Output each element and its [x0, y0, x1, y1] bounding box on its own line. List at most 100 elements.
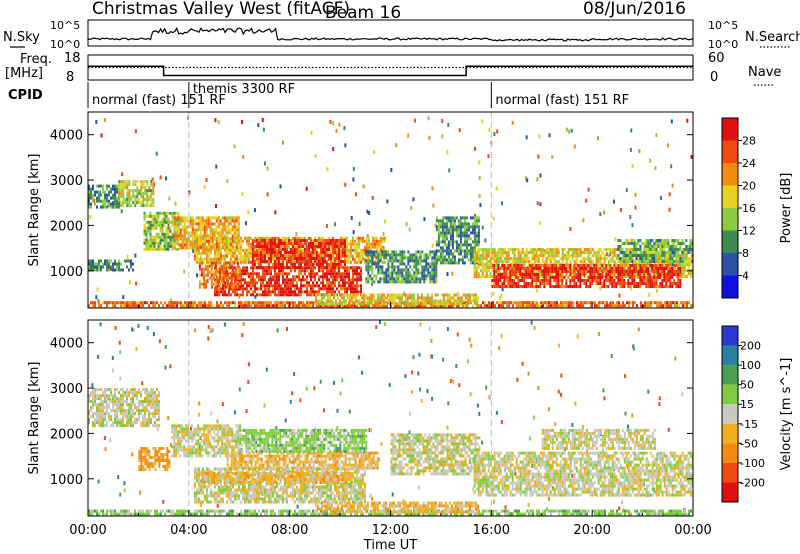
- power-cell: [473, 234, 476, 238]
- power-cell: [625, 260, 628, 264]
- power-cell: [438, 299, 441, 303]
- power-cell: [280, 290, 282, 294]
- power-cell: [306, 281, 308, 285]
- power-cell: [323, 245, 326, 248]
- power-cell: [475, 216, 478, 220]
- power-cell: [302, 278, 304, 282]
- power-cell: [280, 266, 282, 270]
- power-cell: [587, 266, 590, 270]
- power-cell: [193, 222, 196, 226]
- power-cell: [579, 248, 582, 252]
- power-cell: [246, 266, 248, 270]
- power-point: [269, 275, 272, 280]
- power-cell: [276, 301, 278, 305]
- power-cell: [413, 256, 416, 260]
- power-cell: [503, 260, 506, 264]
- power-cell: [183, 228, 186, 232]
- power-cell: [451, 231, 454, 235]
- power-cell: [445, 222, 448, 226]
- power-cell: [350, 293, 353, 297]
- power-cell: [347, 257, 350, 261]
- power-cell: [312, 301, 314, 305]
- power-cell: [142, 198, 145, 202]
- power-cell: [184, 301, 186, 305]
- power-point: [373, 150, 376, 155]
- power-cell: [281, 239, 284, 243]
- power-cell: [246, 284, 248, 288]
- power-cell: [275, 251, 278, 255]
- power-cell: [232, 276, 235, 280]
- power-cell: [375, 250, 378, 254]
- power-cell: [352, 266, 354, 270]
- power-cell: [134, 189, 137, 193]
- power-point: [122, 295, 125, 300]
- power-cell: [349, 251, 352, 255]
- power-cell: [237, 225, 240, 229]
- power-cell: [167, 232, 170, 236]
- power-cell: [255, 242, 258, 245]
- power-point: [569, 227, 572, 232]
- power-cell: [193, 248, 196, 252]
- power-cell: [469, 237, 472, 241]
- power-cell: [312, 275, 314, 279]
- power-cell: [189, 216, 192, 220]
- power-cell: [518, 304, 520, 308]
- power-cell: [497, 269, 500, 273]
- power-cell: [143, 214, 146, 218]
- power-cell: [504, 301, 506, 305]
- power-cell: [420, 293, 423, 297]
- power-cell: [452, 304, 454, 308]
- power-cell: [467, 252, 470, 256]
- power-cell: [236, 293, 238, 297]
- power-cell: [298, 272, 300, 276]
- power-cell: [469, 252, 472, 256]
- power-cell: [446, 293, 449, 297]
- power-cell: [279, 251, 282, 254]
- power-cell: [175, 234, 178, 238]
- power-cell: [98, 304, 100, 308]
- power-cell: [439, 222, 442, 226]
- power-cell: [186, 304, 188, 308]
- power-cell: [198, 285, 201, 289]
- power-cell: [439, 234, 442, 238]
- power-cell: [279, 257, 282, 260]
- power-cell: [254, 281, 256, 285]
- power-cell: [401, 277, 404, 281]
- power-cell: [168, 301, 170, 305]
- power-cell: [263, 248, 266, 251]
- power-cell: [315, 251, 318, 254]
- power-cell: [275, 248, 278, 252]
- power-cell: [402, 302, 405, 306]
- power-cell: [344, 272, 346, 276]
- power-cell: [306, 275, 308, 279]
- power-cell: [577, 254, 580, 258]
- power-cell: [529, 260, 532, 264]
- power-cell: [244, 269, 246, 273]
- power-cell: [305, 257, 308, 260]
- power-cell: [483, 251, 486, 255]
- power-cell: [417, 259, 420, 263]
- power-cell: [279, 242, 282, 245]
- power-cell: [437, 234, 440, 238]
- power-cell: [151, 247, 154, 251]
- power-cell: [342, 272, 344, 276]
- power-cell: [433, 250, 436, 254]
- power-cell: [632, 304, 634, 308]
- power-cell: [148, 189, 151, 193]
- power-point: [629, 147, 632, 152]
- power-cell: [234, 279, 237, 283]
- power-cell: [414, 304, 416, 308]
- power-cell: [207, 234, 210, 238]
- power-cell: [467, 249, 470, 253]
- power-cell: [218, 290, 220, 294]
- power-cell: [538, 304, 540, 308]
- power-cell: [152, 304, 154, 308]
- power-cell: [563, 257, 566, 261]
- power-cell: [132, 304, 134, 308]
- power-point: [305, 186, 308, 191]
- power-cell: [440, 302, 443, 306]
- power-cell: [230, 261, 233, 265]
- power-cell: [235, 219, 238, 223]
- power-cell: [355, 260, 358, 264]
